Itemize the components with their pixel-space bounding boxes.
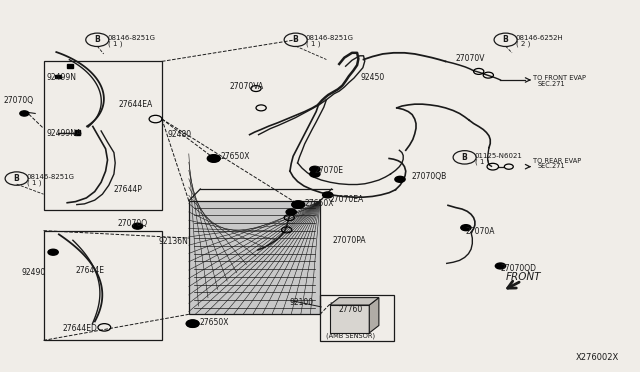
Text: 27760: 27760 [339,305,363,314]
Bar [189,201,320,314]
Circle shape [292,201,305,208]
Text: 27644ED: 27644ED [63,324,97,333]
Bar [74,130,81,134]
Circle shape [48,249,58,255]
Circle shape [286,209,296,215]
Text: 27070VA: 27070VA [229,82,264,91]
Circle shape [207,155,220,162]
Text: 27070EA: 27070EA [330,195,364,204]
Text: 27650X: 27650X [220,152,250,161]
Text: 27070Q: 27070Q [3,96,33,105]
Text: ( 2 ): ( 2 ) [516,41,530,47]
Text: (AMB SENSOR): (AMB SENSOR) [326,333,375,339]
Text: 92499NA: 92499NA [47,129,82,138]
Text: 92490: 92490 [21,268,45,277]
Text: B: B [461,153,467,162]
Circle shape [20,111,29,116]
Text: 27070PA: 27070PA [333,236,367,245]
Circle shape [186,320,199,327]
Circle shape [495,263,506,269]
Text: 27644EA: 27644EA [118,100,153,109]
Text: B: B [94,35,100,44]
Text: ( 1 ): ( 1 ) [108,41,122,47]
Text: 08146-8251G: 08146-8251G [306,35,354,41]
Text: 27070A: 27070A [465,227,495,236]
Text: 27070QB: 27070QB [412,172,447,181]
Text: 27650X: 27650X [305,199,334,208]
Text: B: B [13,174,19,183]
Circle shape [310,171,320,177]
Bar [67,64,73,68]
Bar [330,305,369,333]
Circle shape [310,166,320,172]
Text: 27644P: 27644P [114,185,143,194]
Polygon shape [330,298,379,305]
Text: SEC.271: SEC.271 [538,163,565,169]
Bar [55,75,61,78]
Text: ( 1 ): ( 1 ) [475,158,490,165]
Text: X276002X: X276002X [576,353,620,362]
Bar [320,295,394,341]
Bar [74,131,81,135]
Text: 92450: 92450 [360,73,385,82]
Text: 08146-8251G: 08146-8251G [27,174,75,180]
Text: 27644E: 27644E [76,266,104,275]
Text: 92136N: 92136N [158,237,188,246]
Text: TO REAR EVAP: TO REAR EVAP [533,158,581,164]
Text: 27070E: 27070E [315,166,344,175]
Text: 92480: 92480 [168,130,192,139]
Circle shape [461,225,471,231]
Bar [44,61,162,210]
Bar [44,231,162,340]
Text: 92100: 92100 [290,298,314,307]
Text: 27070V: 27070V [456,54,485,63]
Text: 01125-N6021: 01125-N6021 [475,153,523,159]
Text: 27650X: 27650X [199,318,228,327]
Text: ( 1 ): ( 1 ) [306,41,321,47]
Text: ( 1 ): ( 1 ) [27,179,42,186]
Circle shape [132,223,143,229]
Text: 08146-6252H: 08146-6252H [516,35,564,41]
Text: 92499N: 92499N [47,73,77,81]
Circle shape [395,176,405,182]
Text: B: B [292,35,298,44]
Text: 08146-8251G: 08146-8251G [108,35,156,41]
Text: 27070Q: 27070Q [117,219,147,228]
Circle shape [323,192,333,198]
Text: 27070QD: 27070QD [500,264,536,273]
Text: SEC.271: SEC.271 [538,81,565,87]
Text: B: B [502,35,508,44]
Polygon shape [369,298,379,333]
Text: TO FRONT EVAP: TO FRONT EVAP [533,75,586,81]
Text: FRONT: FRONT [506,272,541,282]
